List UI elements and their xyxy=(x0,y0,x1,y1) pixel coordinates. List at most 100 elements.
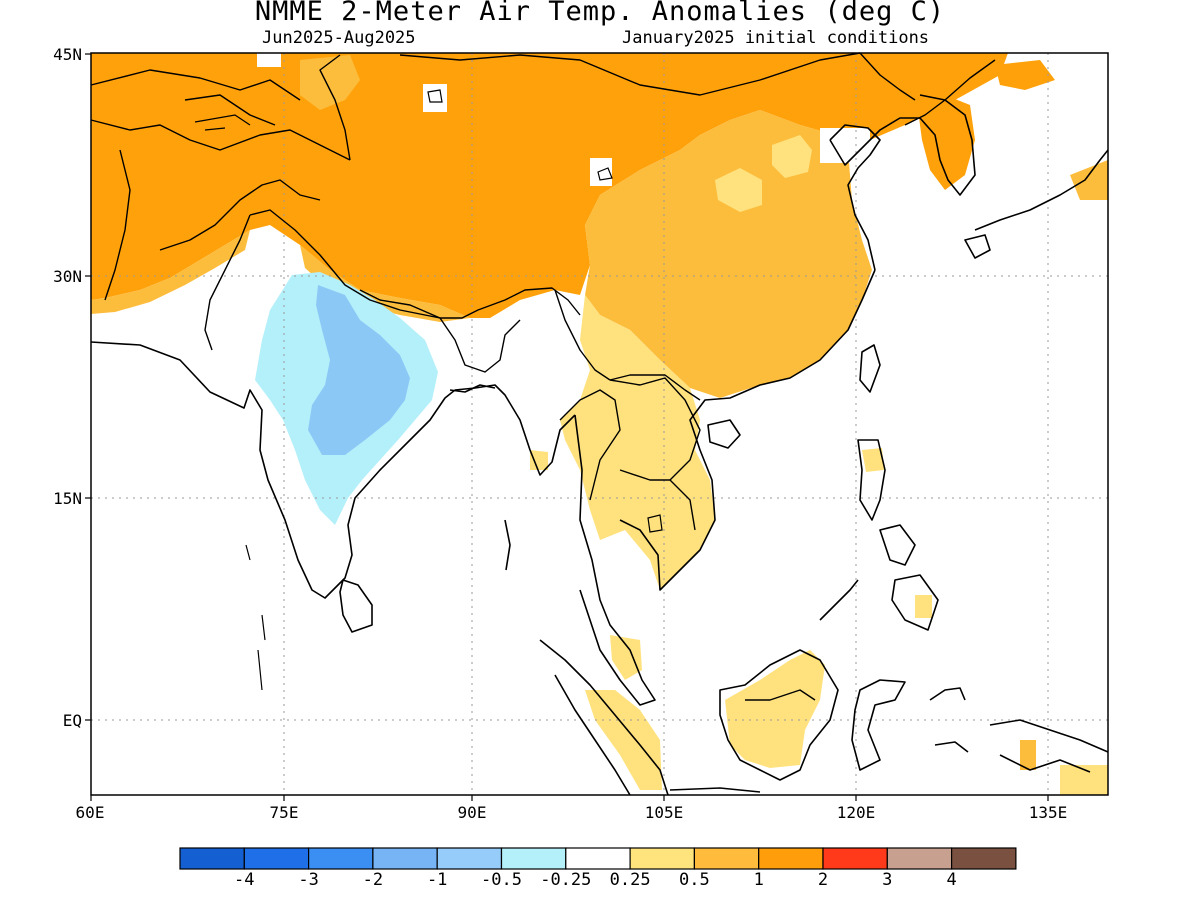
warm-anomaly-05-1-newguinea xyxy=(1020,740,1036,770)
warm-anomaly-025-05-malaya xyxy=(610,635,642,680)
forecast-period: Jun2025-Aug2025 xyxy=(262,28,416,48)
warm-anomaly-05-1-china xyxy=(585,110,872,398)
border-china-korea xyxy=(904,59,996,126)
coast-east-china xyxy=(829,124,881,271)
warm-anomaly-025-05-borneo xyxy=(725,650,825,768)
border-china-kazakh xyxy=(319,54,351,161)
coast-java xyxy=(669,787,761,793)
colorbar-swatch xyxy=(758,847,824,870)
colorbar-swatch xyxy=(500,847,567,870)
coast-korea xyxy=(919,94,976,196)
masked-cell xyxy=(257,53,281,67)
colorbar-swatch xyxy=(565,847,631,870)
lon-label-75e: 75E xyxy=(269,803,299,822)
colorbar-tick-label: -3 xyxy=(298,870,319,890)
lake-qinghai xyxy=(597,167,613,181)
coast-andaman xyxy=(504,519,511,571)
border-laos xyxy=(609,377,701,481)
colorbar xyxy=(179,847,1017,870)
border-central-asia xyxy=(90,119,351,161)
warm-anomaly-025-05-myanmar xyxy=(530,450,548,470)
coast-moluccas xyxy=(929,687,969,753)
colorbar-tick-label: 0.25 xyxy=(609,870,651,890)
border-myanmar-china xyxy=(554,289,611,381)
colorbar-tick-label: 0.5 xyxy=(679,870,710,890)
warm-anomaly-025-05-mindanao xyxy=(915,595,932,618)
border-kazakh-north xyxy=(90,69,301,101)
coast-philippines-visayas xyxy=(879,524,916,566)
lat-label-45n: 45N xyxy=(53,45,82,64)
colorbar-tick-label: -1 xyxy=(426,870,448,890)
map-title: NMME 2-Meter Air Temp. Anomalies (deg C) xyxy=(254,0,946,27)
colorbar-swatch xyxy=(822,847,888,870)
coast-myanmar-delta xyxy=(449,384,496,393)
warm-anomaly-025-05-tibet-spot xyxy=(715,168,762,212)
coast-japan xyxy=(974,149,1109,231)
lat-label-15n: 15N xyxy=(53,489,82,508)
colorbar-tick-label: -2 xyxy=(362,870,384,890)
coast-borneo xyxy=(719,649,839,781)
lon-label-135e: 135E xyxy=(1028,803,1068,822)
coast-sumatra-west xyxy=(554,674,631,796)
coast-sumatra xyxy=(539,639,669,796)
border-india-nepal xyxy=(359,289,441,319)
coastlines xyxy=(90,94,1109,796)
border-pakistan-india xyxy=(204,214,251,351)
masked-cell xyxy=(820,128,870,163)
border-kyrgyz xyxy=(184,94,276,126)
warm-anomaly-1-2-korea xyxy=(918,95,975,190)
colorbar-tick-label: -4 xyxy=(234,870,255,890)
lake-issyk xyxy=(204,127,226,131)
colorbar-tick-label: 1 xyxy=(753,870,764,890)
colorbar-swatch xyxy=(372,847,438,870)
colorbar-swatch xyxy=(886,847,953,870)
anomaly-fields xyxy=(91,53,1108,795)
coast-taiwan xyxy=(859,344,881,393)
border-afghan-pak xyxy=(159,179,321,251)
masked-cell xyxy=(590,158,612,186)
warm-anomaly-025-05-philippines xyxy=(862,448,884,472)
maldives xyxy=(245,544,266,691)
coast-japan-kyushu xyxy=(964,234,991,259)
border-mongolia-south xyxy=(399,52,861,96)
lon-label-105e: 105E xyxy=(644,803,684,822)
border-myanmar-thai xyxy=(559,389,621,501)
coast-philippines-mindanao xyxy=(891,574,939,631)
warm-anomaly-025-05-china-spot xyxy=(772,135,812,178)
coast-sulawesi xyxy=(851,679,906,771)
colorbar-swatch xyxy=(950,847,1017,870)
initial-conditions: January2025 initial conditions xyxy=(622,28,930,48)
colorbar-swatch xyxy=(179,847,245,870)
colorbar-tick-label: -0.25 xyxy=(540,870,592,890)
warm-anomaly-1-2-region xyxy=(91,53,1008,318)
axis-ticks xyxy=(85,53,1049,801)
border-vietnam-china xyxy=(609,374,701,401)
coast-bohai xyxy=(829,117,920,166)
coast-newguinea-south xyxy=(999,754,1091,773)
political-borders xyxy=(90,52,996,701)
graticule xyxy=(91,53,1108,795)
coast-philippines-luzon xyxy=(857,439,886,521)
colorbar-tick-label: 4 xyxy=(946,870,957,890)
colorbar-swatch xyxy=(436,847,503,870)
colorbar-tick-label: 2 xyxy=(817,870,829,890)
warm-anomaly-05-1-west-highlands xyxy=(300,55,360,110)
border-iran-afghan xyxy=(104,149,131,301)
coast-india-west xyxy=(90,341,456,599)
lat-label-eq: EQ xyxy=(62,711,82,730)
lake-balkhash xyxy=(194,114,251,126)
coast-gulf-thailand xyxy=(619,269,876,591)
lon-label-60e: 60E xyxy=(75,803,105,822)
border-thai-cambodia xyxy=(619,469,696,531)
coast-indochina xyxy=(574,414,656,706)
warm-anomaly-025-05-sumatra xyxy=(585,690,662,790)
colorbar-tick-label: -0.5 xyxy=(481,870,522,890)
cool-anomaly-05-1-india xyxy=(308,285,410,455)
warm-anomaly-05-1-west-japan xyxy=(1070,160,1108,200)
colorbar-tick-label: 3 xyxy=(882,870,893,890)
lake-baikal-region xyxy=(427,89,443,103)
masked-cell xyxy=(423,84,447,112)
border-bangladesh xyxy=(439,317,521,373)
map-frame xyxy=(90,52,1109,796)
border-mongolia-east xyxy=(859,52,916,101)
